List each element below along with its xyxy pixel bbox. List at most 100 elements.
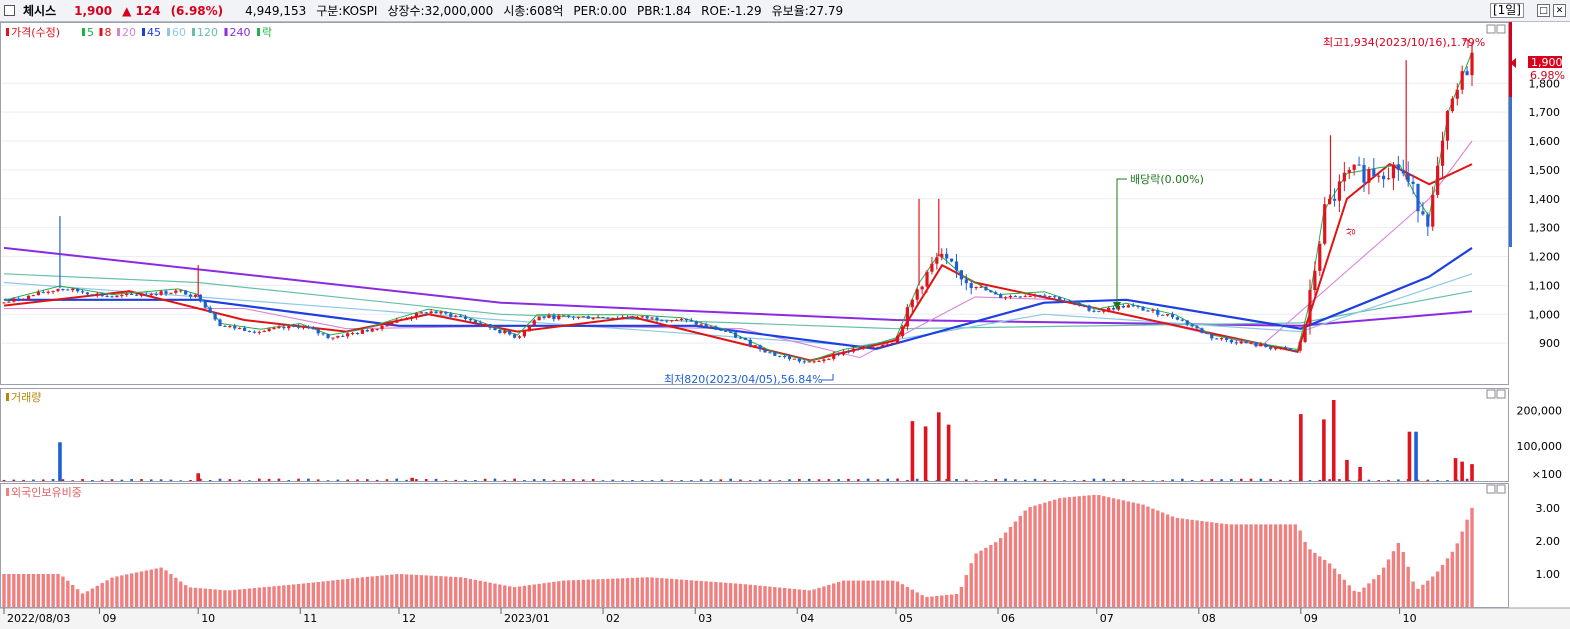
foreign-bar bbox=[650, 577, 654, 607]
candle-body bbox=[729, 331, 733, 333]
foreign-bar bbox=[1406, 566, 1410, 607]
foreign-bar bbox=[714, 582, 718, 607]
volume-bar bbox=[936, 412, 941, 481]
foreign-bar bbox=[1087, 495, 1091, 607]
foreign-bar bbox=[419, 575, 424, 607]
foreign-bar bbox=[1023, 510, 1027, 607]
close-icon[interactable]: ✕ bbox=[1553, 4, 1566, 17]
foreign-bar bbox=[586, 579, 590, 607]
maximize-icon[interactable]: □ bbox=[1537, 4, 1550, 17]
candle-body bbox=[1426, 214, 1430, 227]
foreign-panel-buttons[interactable] bbox=[1486, 484, 1506, 494]
foreign-bar bbox=[223, 590, 227, 607]
volume-bar-small bbox=[660, 479, 664, 481]
foreign-bar bbox=[1072, 496, 1077, 607]
volume-bar-small bbox=[955, 479, 958, 481]
candle-body bbox=[336, 335, 340, 338]
foreign-bar bbox=[252, 588, 257, 607]
select-checkbox[interactable] bbox=[4, 5, 15, 16]
foreign-bar bbox=[694, 580, 698, 607]
foreign-bar bbox=[75, 589, 80, 607]
candle-body bbox=[900, 326, 905, 337]
period-selector[interactable]: [1일] bbox=[1489, 3, 1524, 18]
candle-body bbox=[1342, 172, 1346, 182]
candle-body bbox=[792, 358, 797, 360]
foreign-bar bbox=[306, 582, 311, 607]
candle-body bbox=[444, 311, 448, 314]
volume-bar-small bbox=[71, 480, 75, 481]
candle-body bbox=[1038, 295, 1042, 297]
volume-bar-small bbox=[876, 479, 880, 481]
volume-bar-small bbox=[1318, 479, 1322, 481]
volume-bar-small bbox=[91, 480, 94, 481]
foreign-bar bbox=[350, 578, 355, 607]
candle-body bbox=[758, 345, 762, 350]
candle-body bbox=[709, 326, 713, 328]
volume-bar-small bbox=[699, 479, 703, 481]
legend-swatch bbox=[142, 28, 145, 36]
foreign-bar bbox=[930, 596, 934, 607]
volume-bar-small bbox=[866, 478, 870, 481]
volume-bar-small bbox=[631, 479, 634, 481]
foreign-bar bbox=[2, 573, 6, 607]
volume-bar-small bbox=[1092, 478, 1096, 481]
foreign-bar bbox=[66, 580, 70, 607]
candle-body bbox=[552, 315, 556, 320]
foreign-bar bbox=[836, 581, 841, 607]
candle-body bbox=[807, 361, 811, 363]
legend-item: 8 bbox=[105, 26, 112, 39]
candle-body bbox=[115, 295, 119, 298]
foreign-bar bbox=[375, 575, 379, 607]
volume-bar-small bbox=[1328, 479, 1331, 481]
legend-item: 120 bbox=[197, 26, 218, 39]
volume-bar-small bbox=[12, 479, 16, 481]
foreign-bar bbox=[738, 583, 743, 607]
x-tick-label: 08 bbox=[1202, 612, 1216, 625]
foreign-bar bbox=[1283, 524, 1288, 607]
candle-body bbox=[164, 291, 168, 294]
candle-body bbox=[861, 346, 865, 349]
candle-body bbox=[12, 298, 16, 302]
volume-bar-small bbox=[1082, 479, 1086, 481]
volume-bar bbox=[1470, 464, 1474, 481]
foreign-bar bbox=[424, 575, 428, 607]
candle-body bbox=[1362, 164, 1366, 183]
foreign-bar bbox=[944, 594, 949, 607]
price-panel-buttons[interactable] bbox=[1486, 24, 1506, 34]
x-tick-label: 11 bbox=[303, 612, 317, 625]
candle-body bbox=[945, 253, 949, 259]
foreign-bar bbox=[1298, 530, 1302, 607]
candle-body bbox=[1180, 319, 1184, 321]
candle-body bbox=[1352, 164, 1356, 170]
volume-bar-small bbox=[346, 479, 349, 481]
candle-body bbox=[679, 318, 684, 320]
volume-bar-small bbox=[149, 479, 153, 481]
foreign-bar bbox=[1210, 522, 1214, 607]
candle-body bbox=[154, 294, 158, 296]
foreign-bar bbox=[1450, 551, 1455, 607]
legend-swatch bbox=[99, 28, 103, 36]
dividend-annotation: 배당락(0.00%) bbox=[1130, 173, 1204, 186]
foreign-bar bbox=[105, 580, 109, 607]
candle-body bbox=[66, 289, 70, 291]
foreign-bar bbox=[557, 581, 561, 607]
volume-bar-small bbox=[395, 478, 399, 481]
candle-body bbox=[1283, 347, 1288, 349]
volume-bar-small bbox=[307, 478, 310, 481]
candle-body bbox=[783, 356, 787, 358]
candle-body bbox=[1382, 175, 1386, 180]
foreign-bar bbox=[100, 583, 104, 607]
candle-body bbox=[895, 336, 900, 343]
volume-bar-small bbox=[140, 479, 143, 481]
candle-body bbox=[1308, 290, 1312, 325]
foreign-bar bbox=[709, 581, 713, 607]
foreign-bar bbox=[463, 578, 468, 607]
foreign-bar bbox=[468, 578, 473, 607]
volume-panel-buttons[interactable] bbox=[1486, 389, 1506, 399]
foreign-bar bbox=[51, 573, 55, 607]
foreign-bar bbox=[753, 585, 757, 607]
volume-bar-small bbox=[81, 479, 84, 481]
foreign-bar bbox=[1323, 559, 1327, 607]
candle-body bbox=[812, 361, 816, 363]
foreign-bar bbox=[984, 547, 988, 607]
